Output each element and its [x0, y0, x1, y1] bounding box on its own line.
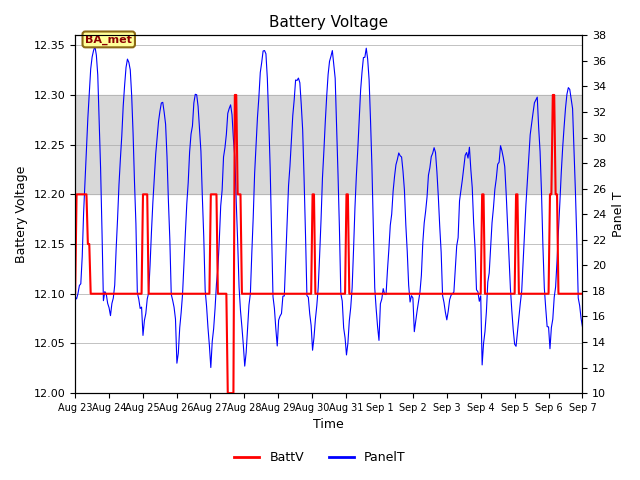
- Title: Battery Voltage: Battery Voltage: [269, 15, 388, 30]
- Y-axis label: Battery Voltage: Battery Voltage: [15, 166, 28, 263]
- Legend: BattV, PanelT: BattV, PanelT: [229, 446, 411, 469]
- Text: BA_met: BA_met: [85, 34, 132, 45]
- Bar: [75, 95, 582, 194]
- X-axis label: Time: Time: [314, 419, 344, 432]
- Y-axis label: Panel T: Panel T: [612, 192, 625, 237]
